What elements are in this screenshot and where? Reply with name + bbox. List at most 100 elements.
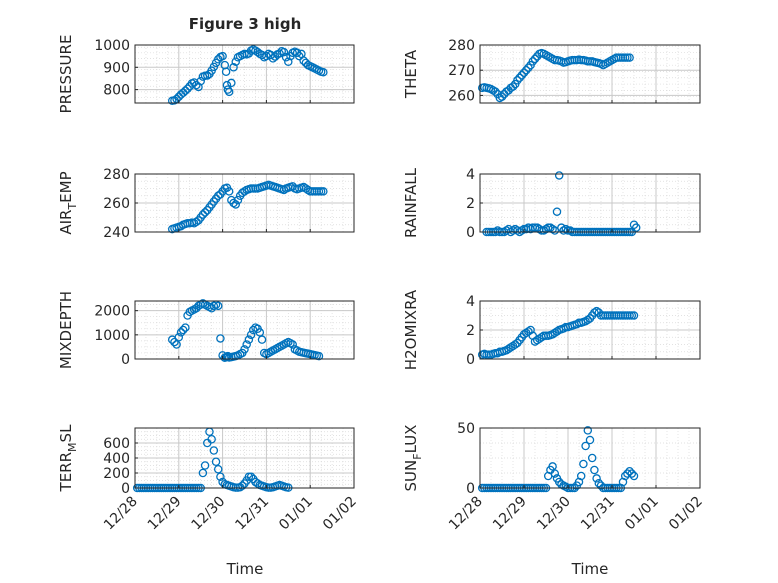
data-point bbox=[170, 337, 179, 347]
y-axis-label-7: SUNFLUX bbox=[402, 425, 424, 492]
y-tick-label: 0 bbox=[121, 352, 130, 368]
data-point bbox=[216, 472, 225, 481]
data-point bbox=[587, 453, 597, 463]
data-point bbox=[583, 426, 593, 435]
axes-box bbox=[479, 427, 701, 489]
data-point bbox=[294, 51, 304, 61]
axes-box bbox=[134, 300, 355, 360]
data-point bbox=[590, 465, 599, 475]
data-point bbox=[176, 328, 186, 337]
data-point bbox=[299, 56, 308, 65]
y-tick-label: 270 bbox=[448, 63, 475, 79]
y-tick-label: 0 bbox=[466, 352, 475, 368]
data-point bbox=[524, 327, 533, 336]
data-point bbox=[319, 67, 328, 77]
data-point bbox=[519, 68, 529, 77]
axes-background bbox=[480, 45, 700, 103]
y-axis-label-3: RAINFALL bbox=[402, 167, 420, 238]
data-point bbox=[257, 335, 267, 344]
y-tick-label: 2 bbox=[466, 323, 475, 339]
data-point bbox=[183, 84, 192, 93]
y-tick-label: 0 bbox=[466, 481, 475, 497]
subplot-h2omixra: 0 2 4 H2OMIXRA bbox=[402, 289, 701, 370]
data-point bbox=[209, 446, 219, 455]
y-tick-label: 4 bbox=[466, 294, 475, 310]
data-point bbox=[196, 76, 205, 86]
data-point bbox=[229, 63, 238, 72]
y-axis-label-1: THETA bbox=[402, 49, 420, 99]
y-tick-label: 50 bbox=[457, 421, 475, 437]
data-point bbox=[246, 330, 256, 340]
data-point bbox=[521, 65, 531, 75]
y-tick-label: 260 bbox=[103, 196, 130, 212]
y-tick-label: 400 bbox=[103, 451, 130, 467]
data-point bbox=[207, 434, 216, 444]
y-tick-label: 0 bbox=[121, 481, 130, 497]
y-tick-label: 1000 bbox=[94, 38, 130, 54]
data-point bbox=[224, 187, 234, 196]
y-tick-label: 240 bbox=[103, 225, 130, 241]
y-axis-label-2: AIRTEMP bbox=[57, 171, 79, 234]
data-point bbox=[515, 73, 524, 83]
data-point bbox=[552, 207, 562, 216]
data-point bbox=[314, 351, 324, 361]
data-point bbox=[629, 471, 639, 481]
y-tick-label: 200 bbox=[103, 466, 130, 482]
data-point bbox=[284, 57, 293, 66]
y-tick-label: 2 bbox=[466, 196, 475, 212]
data-point bbox=[238, 481, 247, 490]
data-point bbox=[554, 171, 564, 180]
data-point bbox=[319, 187, 328, 196]
data-point bbox=[200, 461, 210, 470]
y-tick-label: 1000 bbox=[94, 328, 130, 344]
data-point bbox=[216, 334, 225, 343]
subplot-mixdepth: 0 1000 2000 MIXDEPTH bbox=[57, 291, 355, 369]
data-point bbox=[583, 315, 593, 325]
data-point bbox=[231, 200, 240, 209]
data-point bbox=[244, 335, 254, 344]
data-point bbox=[240, 345, 249, 354]
data-point bbox=[203, 71, 212, 80]
data-point bbox=[581, 441, 590, 451]
data-point bbox=[213, 301, 223, 311]
data-point bbox=[585, 435, 595, 445]
data-point bbox=[246, 472, 256, 481]
data-point bbox=[223, 351, 233, 361]
data-point bbox=[198, 210, 208, 219]
data-point bbox=[530, 54, 540, 64]
data-point bbox=[579, 459, 588, 469]
data-point bbox=[275, 49, 284, 58]
data-point bbox=[194, 82, 203, 92]
y-tick-label: 4 bbox=[466, 167, 475, 183]
y-tick-label: 0 bbox=[466, 225, 475, 241]
data-point bbox=[625, 53, 634, 62]
y-tick-label: 600 bbox=[103, 436, 130, 452]
subplot-rainfall: 0 2 4 RAINFALL bbox=[402, 167, 701, 241]
data-point bbox=[181, 323, 190, 332]
data-point bbox=[288, 340, 297, 349]
y-tick-label: 280 bbox=[103, 167, 130, 183]
data-point bbox=[192, 217, 201, 227]
y-axis-label-0: PRESSURE bbox=[57, 35, 75, 114]
data-point bbox=[174, 332, 184, 342]
subplot-theta: 260 270 280 THETA bbox=[402, 38, 701, 104]
data-point bbox=[213, 191, 223, 200]
figure-title: Figure 3 high bbox=[189, 15, 302, 33]
data-point bbox=[200, 208, 210, 217]
y-axis-label-5: H2OMIXRA bbox=[402, 289, 420, 370]
x-axis-label-left: Time bbox=[226, 560, 264, 578]
data-point bbox=[213, 464, 223, 474]
data-point bbox=[491, 87, 500, 96]
data-point bbox=[233, 195, 243, 205]
data-point bbox=[178, 325, 188, 335]
y-tick-label: 260 bbox=[448, 88, 475, 104]
data-point bbox=[209, 62, 219, 72]
data-point bbox=[218, 51, 227, 61]
data-point bbox=[224, 87, 234, 97]
data-point bbox=[631, 223, 641, 232]
data-point bbox=[550, 469, 560, 478]
subplot-pressure: 800 900 1000 PRESSURE bbox=[57, 35, 355, 114]
data-point bbox=[526, 325, 535, 335]
